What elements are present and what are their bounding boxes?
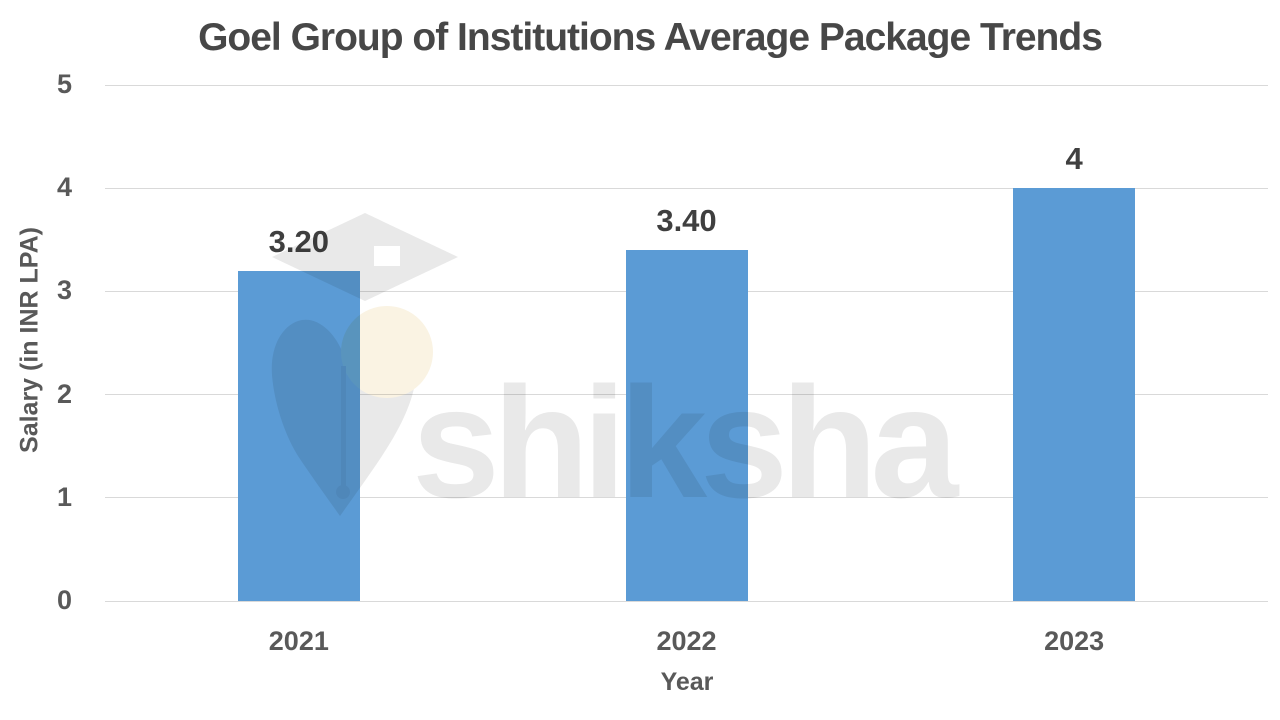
bar-value-label: 4 <box>1065 141 1083 177</box>
y-tick-label: 2 <box>56 378 72 409</box>
chart-title: Goel Group of Institutions Average Packa… <box>198 16 1103 59</box>
y-axis-title: Salary (in INR LPA) <box>15 227 44 453</box>
y-tick-label: 5 <box>56 68 72 99</box>
x-tick-label: 2022 <box>656 626 717 656</box>
plot-area: 3.20 3.40 4 <box>105 84 1268 602</box>
x-tick-label: 2023 <box>1044 626 1105 656</box>
bar-2022 <box>625 250 748 601</box>
bar-2023 <box>1013 188 1136 601</box>
grid-line <box>105 600 1268 602</box>
grid-line <box>105 187 1268 189</box>
x-tick-label: 2021 <box>268 626 329 656</box>
y-tick-label: 0 <box>56 584 72 615</box>
y-tick-label: 4 <box>56 172 72 203</box>
bar-2021 <box>237 270 360 601</box>
bar-value-label: 3.20 <box>268 223 329 259</box>
x-axis-title: Year <box>660 668 714 696</box>
y-tick-label: 3 <box>56 275 72 306</box>
grid-line <box>105 84 1268 86</box>
bar-value-label: 3.40 <box>656 203 717 239</box>
y-tick-label: 1 <box>56 481 72 512</box>
